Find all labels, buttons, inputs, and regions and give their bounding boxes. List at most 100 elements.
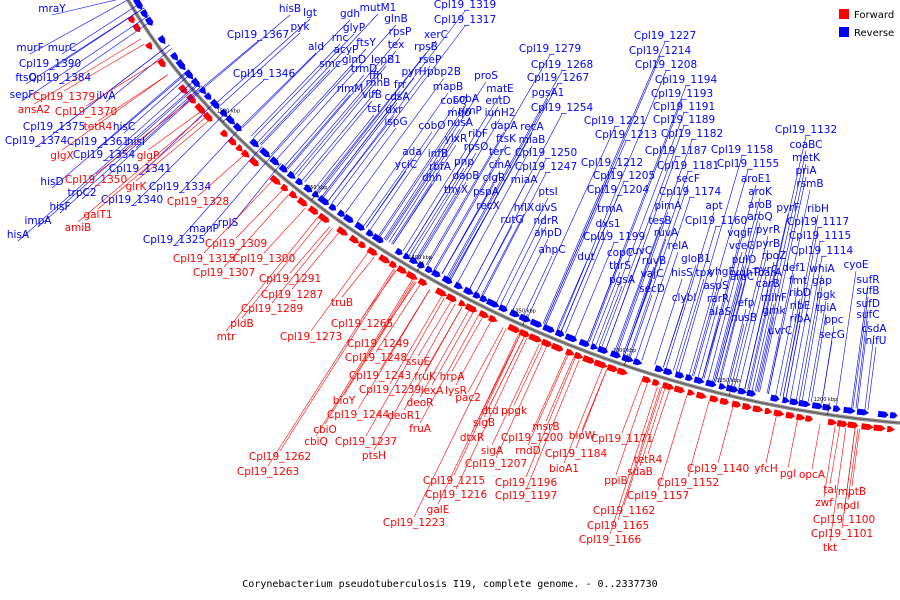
gene-leader-line: [851, 428, 860, 487]
gene-label-reverse: pyrB: [756, 238, 780, 250]
gene-label-reverse: hisA: [7, 229, 30, 241]
gene-label-reverse: Cpl19_1160: [685, 215, 747, 227]
gene-leader-line: [719, 278, 747, 384]
scale-tick-label: 1350 kbp: [512, 309, 536, 315]
gene-label-reverse: relA: [668, 240, 689, 252]
reverse-gene-arrow: [144, 16, 154, 26]
label-leader-lines: [17, 0, 877, 543]
forward-gene-arrow: [288, 190, 298, 199]
gene-label-reverse: dhh: [422, 172, 442, 184]
gene-leader-line: [297, 81, 377, 177]
gene-label-forward: glgP: [137, 150, 160, 162]
gene-leader-line: [322, 77, 415, 197]
gene-label-reverse: Cpl19_1182: [661, 128, 723, 140]
gene-leader-line: [435, 157, 501, 271]
gene-label-forward: Cpl19_1207: [465, 458, 527, 470]
gene-leader-line: [97, 117, 205, 210]
gene-leader-line: [808, 300, 827, 402]
gene-label-reverse: vqhT: [733, 267, 760, 279]
gene-label-reverse: Cpl19_1325: [143, 234, 205, 246]
gene-leader-line: [241, 220, 322, 319]
gene-leader-line: [775, 286, 799, 396]
reverse-gene-arrow: [498, 304, 508, 313]
gene-label-reverse: smc: [319, 58, 341, 70]
reverse-gene-arrow: [278, 164, 288, 173]
gene-leader-line: [242, 19, 351, 129]
gene-leader-line: [250, 43, 341, 137]
gene-label-reverse: ffh: [369, 70, 383, 82]
gene-leader-line: [357, 92, 449, 222]
forward-gene-arrow: [593, 359, 608, 369]
gene-label-reverse: pspA: [473, 186, 500, 198]
gene-label-reverse: tpiA: [816, 302, 838, 314]
reverse-gene-arrow: [725, 384, 739, 393]
reverse-gene-arrow: [554, 329, 565, 338]
gene-leader-line: [433, 144, 507, 270]
gene-label-forward: glrK: [126, 181, 148, 193]
gene-label-reverse: ylxR: [445, 133, 468, 145]
gene-label-forward: dtd: [481, 405, 498, 417]
gene-leader-line: [707, 251, 743, 381]
forward-gene-arrow: [805, 415, 813, 422]
gene-leader-line: [715, 282, 743, 382]
reverse-gene-arrow: [343, 213, 354, 223]
gene-label-reverse: hflX: [514, 202, 534, 214]
forward-gene-arrow: [836, 420, 848, 428]
gene-leader-line: [545, 357, 574, 422]
gene-label-reverse: Cpl19_1250: [515, 147, 577, 159]
gene-leader-line: [641, 251, 679, 361]
gene-leader-line: [495, 346, 547, 459]
gene-leader-line: [829, 426, 841, 485]
gene-label-reverse: whiA: [809, 263, 835, 275]
gene-label-forward: mtr: [217, 331, 236, 343]
gene-label-reverse: Cpl19_1247: [515, 161, 577, 173]
gene-leader-line: [587, 258, 621, 342]
gene-label-forward: Cpl19_1249: [347, 338, 409, 350]
gene-leader-line: [712, 197, 761, 382]
gene-label-forward: tal: [823, 484, 836, 496]
gene-label-reverse: secG: [819, 329, 845, 341]
gene-leader-line: [386, 128, 461, 241]
forward-gene-arrow: [269, 174, 281, 185]
gene-label-reverse: aroK: [748, 186, 773, 198]
gene-label-forward: sigA: [481, 445, 504, 457]
gene-leader-line: [779, 298, 801, 397]
gene-leader-line: [697, 304, 719, 378]
gene-leader-line: [416, 195, 457, 260]
gene-leader-line: [25, 7, 145, 85]
gene-leader-line: [558, 70, 667, 330]
gene-label-reverse: ptsI: [538, 186, 557, 198]
gene-label-reverse: aroQ: [747, 211, 772, 223]
gene-label-reverse: vqgF: [727, 227, 753, 239]
gene-leader-line: [527, 126, 616, 317]
gene-leader-line: [756, 163, 807, 392]
scale-tick-label: 1200 kbp: [814, 397, 838, 403]
reverse-gene-arrow: [184, 69, 194, 80]
forward-gene-arrow: [861, 423, 874, 430]
gene-label-reverse: miaA: [511, 174, 539, 186]
forward-gene-arrow: [457, 299, 467, 307]
gene-leader-line: [654, 278, 683, 365]
gene-label-forward: Cpl19_1196: [495, 477, 558, 489]
forward-gene-arrow: [573, 351, 584, 360]
forward-gene-arrow: [651, 378, 660, 386]
gene-label-forward: Cpl19_1140: [687, 463, 749, 475]
gene-leader-line: [857, 320, 869, 409]
gene-label-reverse: cinA: [489, 159, 512, 171]
gene-leader-line: [821, 340, 833, 404]
gene-leader-line: [628, 184, 689, 357]
gene-leader-line: [482, 172, 547, 296]
gene-leader-line: [811, 423, 821, 470]
gene-label-reverse: ribD: [789, 287, 811, 299]
forward-gene-arrow: [847, 421, 859, 429]
gene-label-reverse: trmA: [597, 203, 623, 215]
gene-leader-line: [796, 256, 823, 400]
gene-label-forward: Cpl19_1262: [249, 451, 311, 463]
gene-leader-line: [766, 189, 811, 394]
forward-gene-arrow: [582, 355, 595, 364]
gene-label-forward: Cpl19_1263: [237, 466, 299, 478]
reverse-gene-arrow: [424, 265, 433, 273]
gene-label-forward: opcA: [799, 469, 826, 481]
gene-label-reverse: rarR: [707, 293, 729, 305]
